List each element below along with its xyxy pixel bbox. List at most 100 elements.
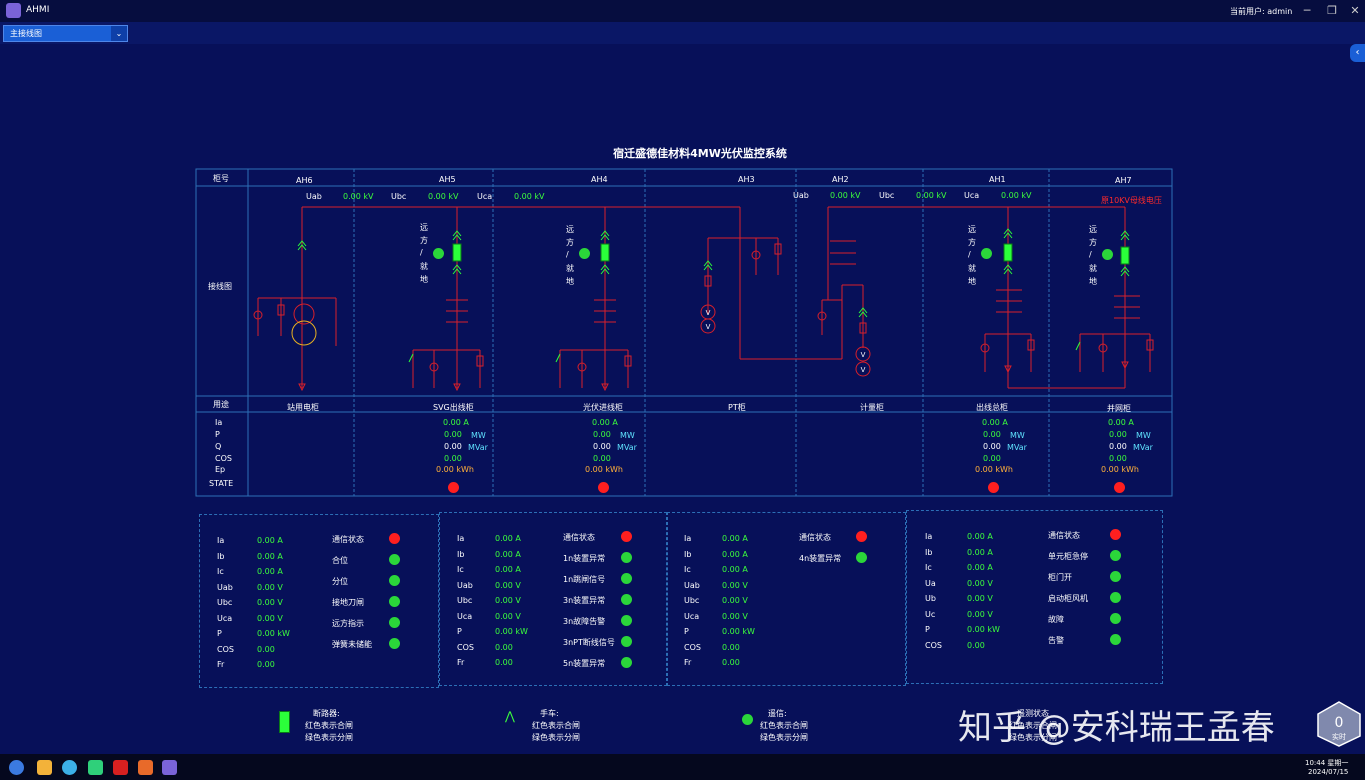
browser-icon[interactable] bbox=[62, 760, 77, 775]
svg-text:V: V bbox=[861, 351, 866, 359]
legend-line-2: 绿色表示分闸 bbox=[305, 733, 353, 742]
chat-icon[interactable] bbox=[88, 760, 103, 775]
panel-measure-label: COS bbox=[217, 644, 234, 654]
app-icon-3[interactable] bbox=[138, 760, 153, 775]
panel-measure-value: 0.00 V bbox=[495, 611, 521, 621]
voltage-value: 0.00 kV bbox=[1001, 191, 1032, 200]
voltage-label: Uab bbox=[793, 191, 809, 200]
close-button[interactable]: ✕ bbox=[1350, 4, 1360, 17]
panel-measure-value: 0.00 A bbox=[722, 565, 748, 574]
cabinet-label: AH7 bbox=[1115, 176, 1132, 185]
panel-measure-value: 0.00 A bbox=[495, 534, 521, 543]
local-remote-char: 就 bbox=[968, 264, 976, 273]
panel-status-label: 接地刀闸 bbox=[332, 598, 364, 607]
panel-status-indicator[interactable] bbox=[389, 533, 400, 544]
panel-measure-label: Uab bbox=[457, 580, 473, 590]
local-remote-char: 就 bbox=[1089, 264, 1097, 273]
panel-status-indicator[interactable] bbox=[856, 552, 867, 563]
panel-measure-label: COS bbox=[925, 640, 942, 650]
measure-row-label: STATE bbox=[209, 479, 234, 488]
panel-status-indicator[interactable] bbox=[389, 638, 400, 649]
panel-measure-value: 0.00 V bbox=[722, 596, 748, 605]
panel-measure-label: Uc bbox=[925, 609, 936, 619]
panel-measure-value: 0.00 V bbox=[722, 580, 748, 590]
panel-status-indicator[interactable] bbox=[1110, 592, 1121, 603]
usage-label: 并网柜 bbox=[1107, 404, 1131, 413]
panel-status-indicator[interactable] bbox=[389, 554, 400, 565]
panel-status-indicator[interactable] bbox=[621, 636, 632, 647]
panel-status-indicator[interactable] bbox=[621, 657, 632, 668]
header-cabinet: 柜号 bbox=[213, 174, 229, 183]
panel-measure-value: 0.00 bbox=[495, 658, 513, 667]
legend-title: 遥信: bbox=[768, 709, 787, 718]
panel-measure-label: Ua bbox=[925, 578, 936, 588]
panel-status-label: 远方指示 bbox=[332, 619, 364, 628]
local-remote-char: 地 bbox=[566, 277, 574, 286]
legend-line-1: 红色表示合闸 bbox=[305, 721, 353, 730]
panel-status-indicator[interactable] bbox=[1110, 571, 1121, 582]
voltage-label: Uab bbox=[306, 192, 322, 201]
voltage-value: 0.00 kV bbox=[514, 192, 545, 201]
app-icon bbox=[6, 3, 21, 18]
cabinet-label: AH2 bbox=[832, 175, 849, 184]
panel-measure-value: 0.00 A bbox=[967, 547, 993, 557]
minimize-button[interactable]: ─ bbox=[1303, 4, 1311, 17]
panel-status-indicator[interactable] bbox=[1110, 634, 1121, 645]
panel-status-indicator[interactable] bbox=[621, 552, 632, 563]
panel-measure-label: Ic bbox=[925, 563, 932, 572]
panel-status-indicator[interactable] bbox=[1110, 550, 1121, 561]
local-remote-indicator[interactable] bbox=[433, 248, 444, 259]
state-indicator[interactable] bbox=[598, 482, 609, 493]
panel-status-indicator[interactable] bbox=[621, 573, 632, 584]
panel-measure-label: Ia bbox=[684, 534, 692, 543]
panel-status-indicator[interactable] bbox=[621, 531, 632, 542]
panel-status-indicator[interactable] bbox=[389, 575, 400, 586]
measure-p: 0.00 bbox=[1109, 430, 1127, 439]
panel-measure-value: 0.00 V bbox=[257, 582, 283, 592]
panel-status-indicator[interactable] bbox=[621, 594, 632, 605]
state-indicator[interactable] bbox=[448, 482, 459, 493]
panel-status-indicator[interactable] bbox=[621, 615, 632, 626]
panel-status-label: 通信状态 bbox=[332, 535, 364, 544]
chevron-down-icon[interactable]: ⌄ bbox=[111, 26, 127, 41]
local-remote-indicator[interactable] bbox=[981, 248, 992, 259]
measure-p-unit: MW bbox=[620, 431, 635, 440]
panel-status-indicator[interactable] bbox=[856, 531, 867, 542]
panel-measure-value: 0.00 A bbox=[495, 565, 521, 574]
measure-cos: 0.00 bbox=[444, 454, 462, 463]
collapse-panel-button[interactable]: ‹ bbox=[1350, 44, 1365, 62]
measure-ia: 0.00 A bbox=[443, 418, 469, 427]
measure-p: 0.00 bbox=[444, 430, 462, 439]
svg-text:V: V bbox=[706, 309, 711, 317]
state-indicator[interactable] bbox=[988, 482, 999, 493]
measure-ia: 0.00 A bbox=[592, 418, 618, 427]
view-select[interactable]: 主接线图 ⌄ bbox=[3, 25, 128, 42]
status-panel bbox=[199, 514, 439, 688]
state-indicator[interactable] bbox=[1114, 482, 1125, 493]
panel-status-indicator[interactable] bbox=[1110, 529, 1121, 540]
panel-status-indicator[interactable] bbox=[1110, 613, 1121, 624]
legend-line-1: 红色表示合闸 bbox=[532, 721, 580, 730]
measure-p: 0.00 bbox=[593, 430, 611, 439]
badge-value: 0 bbox=[1335, 715, 1344, 731]
panel-measure-value: 0.00 bbox=[495, 642, 513, 652]
panel-measure-label: Ia bbox=[457, 534, 465, 543]
local-remote-indicator[interactable] bbox=[579, 248, 590, 259]
panel-measure-label: Ic bbox=[684, 565, 691, 574]
header-usage: 用途 bbox=[213, 400, 229, 409]
remote-signal-legend-icon bbox=[742, 714, 753, 725]
local-remote-indicator[interactable] bbox=[1102, 249, 1113, 260]
panel-measure-label: P bbox=[217, 629, 222, 638]
panel-measure-label: Ubc bbox=[457, 596, 473, 605]
panel-measure-value: 0.00 A bbox=[967, 532, 993, 541]
panel-status-indicator[interactable] bbox=[389, 617, 400, 628]
app-icon-1[interactable] bbox=[37, 760, 52, 775]
measure-q-unit: MVar bbox=[1007, 443, 1027, 452]
start-icon[interactable] bbox=[9, 760, 24, 775]
panel-status-indicator[interactable] bbox=[389, 596, 400, 607]
maximize-button[interactable]: ❐ bbox=[1327, 4, 1337, 17]
app-icon-2[interactable] bbox=[113, 760, 128, 775]
realtime-badge[interactable]: 0 实时 bbox=[1316, 700, 1362, 748]
ahmi-taskbar-icon[interactable] bbox=[162, 760, 177, 775]
panel-measure-value: 0.00 A bbox=[257, 536, 283, 545]
